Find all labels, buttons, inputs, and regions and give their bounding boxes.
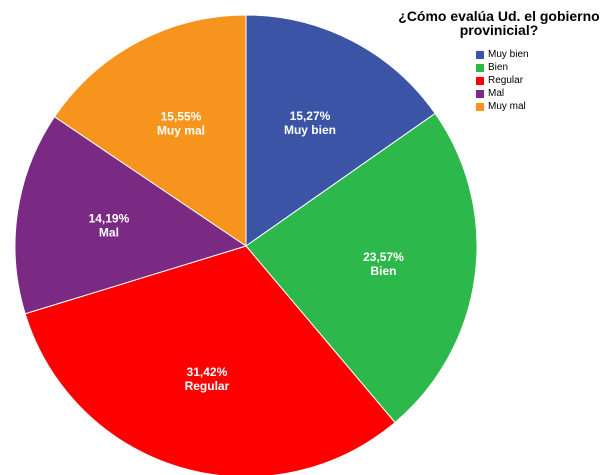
slice-label-muy-bien: 15,27% Muy bien: [284, 109, 336, 137]
legend-label: Muy mal: [488, 101, 526, 112]
slice-percent: 31,42%: [187, 365, 228, 379]
legend-swatch: [476, 102, 484, 111]
slice-category: Mal: [99, 226, 119, 240]
slice-percent: 14,19%: [89, 212, 130, 226]
pie-slice-mal: [14, 116, 248, 315]
legend-item-muy-bien: Muy bien: [476, 48, 529, 61]
slice-category: Muy mal: [157, 124, 205, 138]
slice-category: Regular: [185, 379, 230, 393]
legend-item-regular: Regular: [476, 74, 529, 87]
chart-title-line-1: ¿Cómo evalúa Ud. el gobierno: [398, 8, 600, 24]
pie-slice-muy-bien: [245, 14, 436, 247]
slice-category: Bien: [370, 264, 396, 278]
slice-category: Muy bien: [284, 123, 336, 137]
legend-item-bien: Bien: [476, 61, 529, 74]
legend-label: Mal: [488, 88, 505, 99]
slice-label-bien: 23,57% Bien: [363, 250, 404, 278]
pie-slice-muy-mal: [53, 14, 247, 247]
slice-percent: 23,57%: [363, 250, 404, 264]
slice-percent: 15,27%: [290, 109, 331, 123]
legend-label: Muy bien: [488, 49, 529, 60]
pie-slice-bien: [245, 112, 478, 424]
pie-slice-regular: [24, 245, 396, 475]
legend-swatch: [476, 63, 484, 72]
chart-title-line-2: provinicial?: [459, 22, 539, 38]
legend: Muy bien Bien Regular Mal Muy mal: [476, 48, 529, 113]
legend-swatch: [476, 89, 484, 98]
slice-label-regular: 31,42% Regular: [185, 365, 230, 393]
legend-swatch: [476, 76, 484, 85]
legend-item-muy-mal: Muy mal: [476, 100, 529, 113]
legend-swatch: [476, 50, 484, 59]
slice-percent: 15,55%: [161, 110, 202, 124]
chart-title: ¿Cómo evalúa Ud. el gobierno provinicial…: [384, 9, 614, 37]
legend-label: Regular: [488, 75, 524, 86]
slice-label-muy-mal: 15,55% Muy mal: [157, 110, 205, 138]
legend-item-mal: Mal: [476, 87, 529, 100]
legend-label: Bien: [488, 62, 509, 73]
slice-label-mal: 14,19% Mal: [89, 212, 130, 240]
